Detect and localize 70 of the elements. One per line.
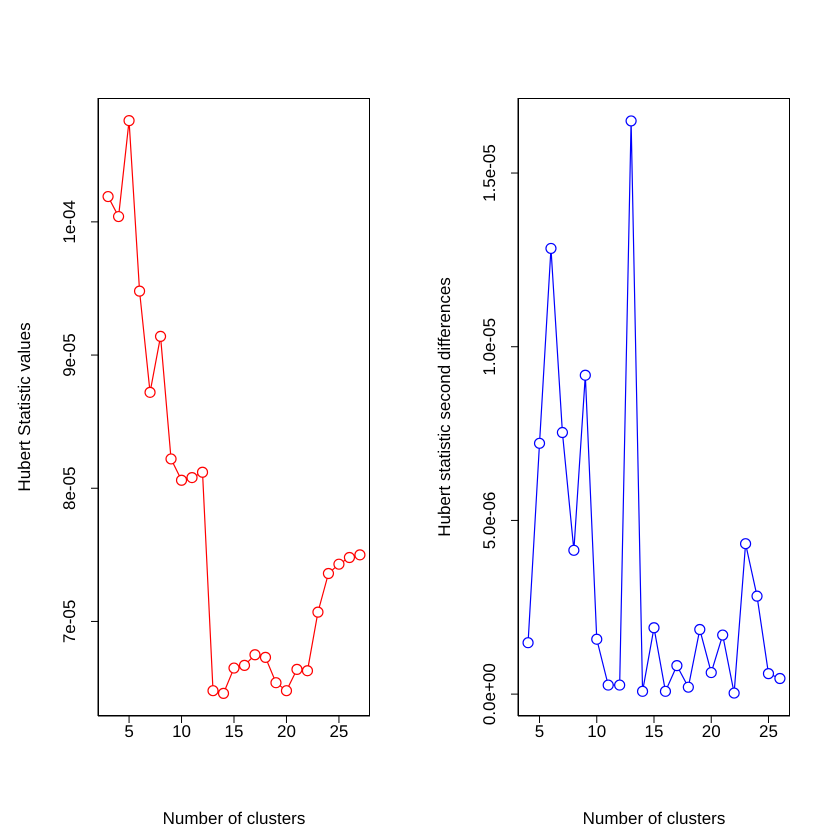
point [522,637,534,648]
point [660,686,672,697]
point [134,286,146,297]
x-tick-label: 10 [172,722,191,742]
y-tick-label: 7e-05 [60,600,79,644]
point [648,622,660,634]
x-tick-label: 5 [124,722,134,742]
x-tick-label: 15 [224,722,244,742]
point [344,552,356,564]
point [260,652,272,663]
y-tick-label: 0.0e+00 [480,663,499,726]
point [123,115,135,126]
point [762,668,774,680]
point [176,474,188,486]
y-axis-title: Hubert Statistic values [15,322,34,492]
point [144,386,156,398]
point [228,662,240,674]
point [333,558,345,570]
point [568,544,580,556]
y-tick-label: 1.5e-05 [480,144,499,202]
point [270,677,282,688]
point [186,472,198,484]
x-tick-label: 20 [702,722,721,742]
y-tick-label: 8e-05 [60,466,79,510]
point [302,665,314,676]
point [556,426,568,438]
x-tick-label: 20 [277,722,296,742]
point [249,649,261,660]
point [626,115,637,127]
point [322,568,334,580]
point [238,660,250,671]
y-axis-title: Hubert statistic second differences [435,277,454,537]
point [196,466,208,478]
point [218,688,230,699]
point [682,682,694,693]
point [534,438,546,449]
y-tick-label: 9e-05 [60,333,79,377]
point [280,685,292,696]
point [354,549,366,560]
point [312,606,324,618]
point [694,624,706,636]
point [614,679,626,691]
x-axis-title: Number of clusters [582,809,726,828]
x-axis-title: Number of clusters [162,809,306,828]
point [580,370,591,381]
x-tick-label: 25 [759,722,778,742]
point [291,664,303,675]
point [112,210,124,222]
point [636,686,648,697]
point [774,672,786,684]
point [751,590,763,602]
x-tick-label: 5 [534,722,544,742]
x-tick-label: 15 [644,722,664,742]
point [207,685,219,696]
point [102,190,114,202]
point [165,453,177,465]
point [706,666,717,678]
point [728,687,740,699]
y-tick-label: 1e-04 [60,200,79,244]
point [591,634,602,645]
point [602,679,614,691]
point [671,660,682,672]
y-tick-label: 1.0e-05 [480,318,499,376]
y-tick-label: 5.0e-06 [480,492,499,550]
x-tick-label: 25 [329,722,348,742]
point [154,330,166,342]
point [740,538,752,550]
point [717,629,728,641]
point [545,242,557,254]
x-tick-label: 10 [587,722,606,742]
